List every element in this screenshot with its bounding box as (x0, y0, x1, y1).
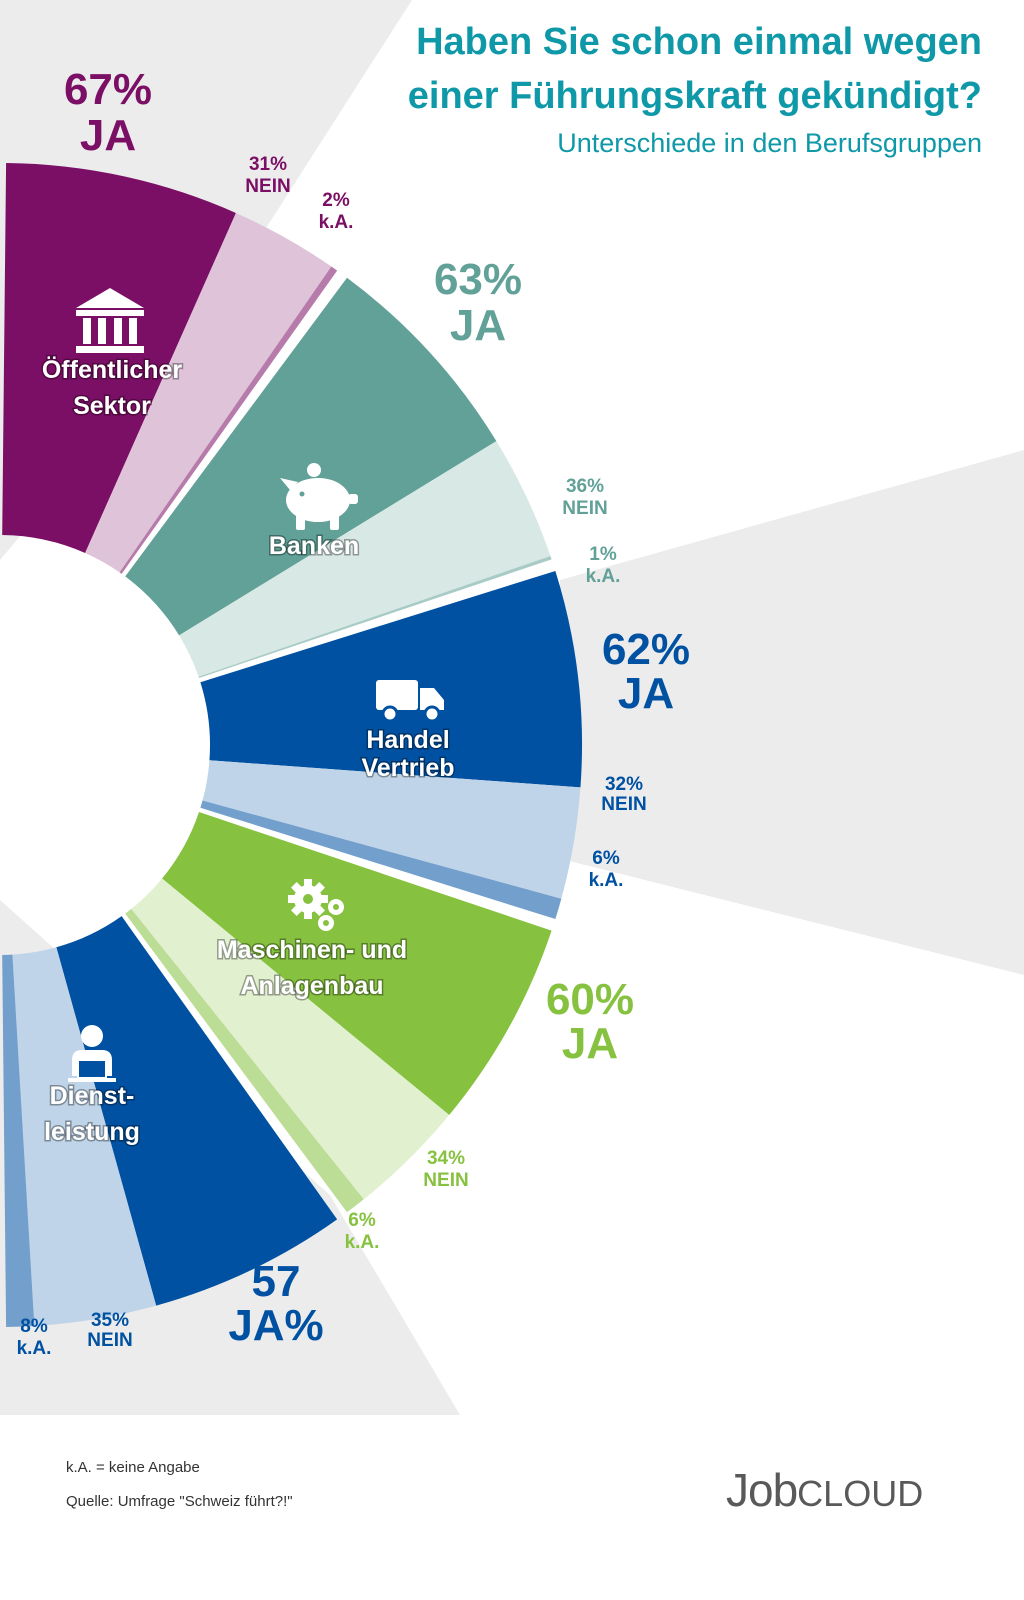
segment-maschinen-und-anlagenbau-ja (162, 811, 552, 1116)
label-handel-vertrieb-ja-value: 62% (602, 625, 690, 674)
label-dienstleistung-ja-text: JA% (228, 1301, 323, 1350)
segment-oeffentlicher-sektor-ka (119, 266, 338, 574)
chart-subtitle: Unterschiede in den Berufsgruppen (557, 128, 982, 158)
label-dienstleistung-ka-value: 8% (20, 1316, 48, 1337)
label-dienstleistung-nein-text: NEIN (87, 1330, 132, 1351)
label-maschinen-und-anlagenbau-ja-text: JA (562, 1019, 618, 1068)
category-label-handel-vertrieb-line2: Vertrieb (361, 754, 454, 782)
piggy-bank-icon (280, 463, 358, 530)
label-banken-ja-text: JA (450, 301, 506, 350)
label-dienstleistung-ka-text: k.A. (17, 1338, 52, 1359)
label-handel-vertrieb-nein-value: 32% (605, 774, 643, 795)
segment-handel-vertrieb-ja (200, 570, 582, 788)
label-oeffentlicher-sektor-nein-value: 31% (249, 154, 287, 175)
label-banken-nein-value: 36% (566, 476, 604, 497)
label-banken-ka-value: 1% (589, 544, 617, 565)
segment-dienstleistung-ka (2, 954, 35, 1327)
chart-title-line2: einer Führungskraft gekündigt? (408, 75, 982, 117)
segment-dienstleistung-ja (56, 916, 338, 1306)
label-oeffentlicher-sektor-ja-value: 67% (64, 65, 152, 114)
label-oeffentlicher-sektor-ka-text: k.A. (319, 212, 354, 233)
logo-job-text: Job (726, 1464, 797, 1516)
donut-segments (2, 163, 582, 1327)
delivery-truck-icon (376, 680, 444, 723)
label-banken-nein-text: NEIN (562, 498, 607, 519)
segment-labels: 67%JA31%NEIN2%k.A.ÖffentlicherSektor63%J… (17, 65, 690, 1359)
category-label-handel-vertrieb-line1: Handel (366, 726, 449, 754)
label-oeffentlicher-sektor-nein-text: NEIN (245, 176, 290, 197)
segment-banken-nein (179, 441, 551, 677)
jobcloud-logo: JobCLOUD (726, 1464, 923, 1516)
label-maschinen-und-anlagenbau-ja-value: 60% (546, 975, 634, 1024)
label-dienstleistung-ja-value: 57 (252, 1257, 301, 1306)
label-handel-vertrieb-ka-value: 6% (592, 848, 620, 869)
label-banken-ja-value: 63% (434, 255, 522, 304)
category-label-dienstleistung-line2: leistung (44, 1118, 140, 1146)
segment-maschinen-und-anlagenbau-nein (131, 878, 450, 1200)
footnote-legend: k.A. = keine Angabe (66, 1459, 200, 1476)
segment-oeffentlicher-sektor-nein (85, 212, 332, 573)
bank-building-icon (76, 288, 144, 353)
category-label-maschinen-und-anlagenbau-line2: Anlagenbau (240, 972, 383, 1000)
service-person-icon (68, 1025, 116, 1082)
segment-handel-vertrieb-ka (200, 800, 562, 920)
label-oeffentlicher-sektor-ka-value: 2% (322, 190, 350, 211)
label-maschinen-und-anlagenbau-ka-value: 6% (348, 1210, 376, 1231)
category-label-dienstleistung-line1: Dienst- (50, 1082, 135, 1110)
segment-banken-ja (125, 277, 497, 636)
label-handel-vertrieb-ja-text: JA (618, 669, 674, 718)
segment-banken-ka (198, 556, 552, 679)
category-label-banken-line1: Banken (269, 532, 359, 560)
source-note: Quelle: Umfrage "Schweiz führt?!" (66, 1493, 293, 1510)
label-handel-vertrieb-nein-text: NEIN (601, 794, 646, 815)
segment-handel-vertrieb-nein (202, 760, 581, 899)
segment-maschinen-und-anlagenbau-ka (125, 908, 364, 1213)
logo-cloud-text: CLOUD (797, 1473, 923, 1514)
label-maschinen-und-anlagenbau-ka-text: k.A. (345, 1232, 380, 1253)
label-dienstleistung-nein-value: 35% (91, 1310, 129, 1331)
chart-title-line1: Haben Sie schon einmal wegen (416, 21, 982, 63)
category-label-oeffentlicher-sektor-line2: Sektor (73, 392, 151, 420)
ray-right (560, 450, 1024, 975)
label-banken-ka-text: k.A. (586, 566, 621, 587)
segment-dienstleistung-nein (12, 947, 157, 1326)
category-icons (68, 288, 444, 1082)
label-maschinen-und-anlagenbau-nein-text: NEIN (423, 1170, 468, 1191)
category-label-oeffentlicher-sektor-line1: Öffentlicher (42, 355, 183, 384)
label-oeffentlicher-sektor-ja-text: JA (80, 111, 136, 160)
category-label-maschinen-und-anlagenbau-line1: Maschinen- und (217, 936, 407, 964)
label-maschinen-und-anlagenbau-nein-value: 34% (427, 1148, 465, 1169)
label-handel-vertrieb-ka-text: k.A. (589, 870, 624, 891)
segment-oeffentlicher-sektor-ja (2, 163, 236, 554)
